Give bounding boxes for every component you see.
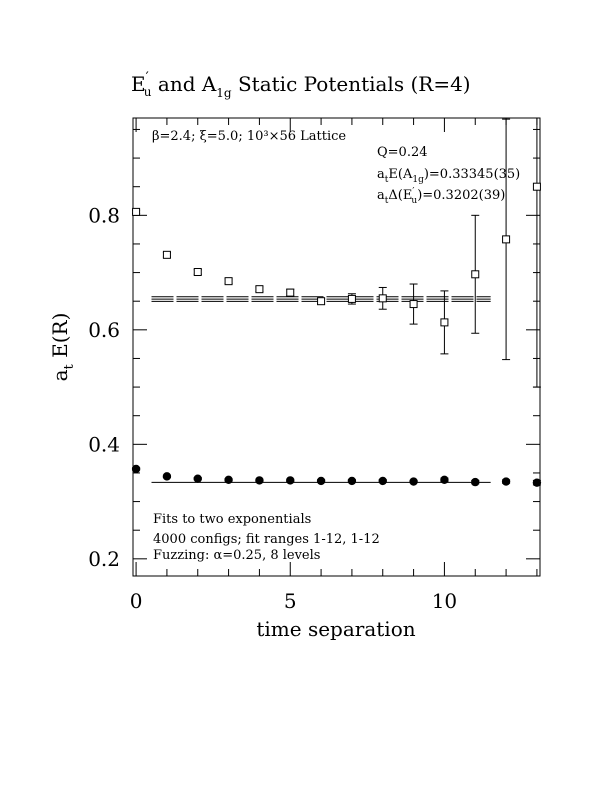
data-point-a1g — [224, 475, 233, 485]
y-label-rest: E(R) — [48, 313, 72, 365]
y-label-sub: t — [62, 363, 77, 369]
fit-eu-a: a — [377, 188, 385, 203]
data-point-eu — [224, 277, 233, 286]
fit-eu-mid-sup: ′ — [412, 187, 414, 197]
data-point-a1g — [286, 476, 295, 485]
y-tick-label: 0.6 — [88, 318, 120, 342]
data-point-a1g — [162, 472, 172, 481]
data-point-eu — [378, 294, 387, 303]
data-point-a1g — [471, 477, 480, 487]
x-tick-label: 0 — [130, 589, 143, 613]
title-eu-sub: u — [144, 85, 152, 99]
fit-eu-a-sub: t — [385, 196, 389, 206]
data-point-eu — [440, 318, 449, 327]
fit-eu-mid: Δ(E — [388, 188, 412, 203]
y-tick-label: 0.8 — [88, 203, 120, 227]
fit-eu-post: )=0.3202(39) — [417, 188, 505, 203]
params-annotation: β=2.4; ξ=5.0; 10³×56 Lattice — [152, 129, 346, 144]
data-point-eu — [132, 207, 141, 216]
x-tick-label: 5 — [284, 589, 297, 613]
data-point-eu — [471, 270, 480, 279]
data-point-eu — [347, 294, 356, 303]
q-annotation: Q=0.24 — [377, 145, 428, 160]
data-point-a1g — [532, 478, 542, 487]
fits-note-line3: Fuzzing: α=0.25, 8 levels — [153, 548, 320, 563]
title-eu-prime: ′ — [146, 70, 149, 86]
data-point-eu — [502, 235, 511, 244]
data-point-eu — [193, 268, 202, 277]
fits-note-line1: Fits to two exponentials — [153, 512, 311, 527]
x-axis-label: time separation — [256, 617, 415, 641]
data-marks — [131, 118, 542, 487]
data-point-eu — [286, 288, 295, 297]
data-point-a1g — [378, 476, 387, 486]
data-point-eu — [317, 297, 326, 306]
fits-note-line2: 4000 configs; fit ranges 1-12, 1-12 — [153, 532, 380, 547]
title-rest: Static Potentials (R=4) — [232, 72, 471, 96]
data-point-a1g — [409, 477, 418, 486]
data-point-eu — [409, 300, 418, 309]
fit-a1g-mid-sub: 1g — [412, 175, 424, 185]
fit-a1g-annotation: atE(A1g)=0.33345(35) — [377, 167, 520, 185]
title-a1g-sub: 1g — [216, 86, 232, 100]
fit-a1g-mid: E(A — [388, 167, 413, 182]
tick-labels: 0 5 10 0.2 0.4 0.6 0.8 — [88, 203, 457, 613]
title-and: and A — [152, 72, 217, 96]
title-eu: E — [131, 72, 146, 96]
fit-a1g-a: a — [377, 167, 385, 182]
data-point-a1g — [501, 477, 511, 486]
data-point-a1g — [440, 475, 449, 485]
data-point-a1g — [131, 464, 141, 474]
data-point-eu — [255, 285, 264, 294]
data-point-a1g — [316, 476, 326, 486]
y-label-a: a — [48, 369, 72, 381]
data-point-a1g — [347, 476, 357, 486]
fit-a1g-a-sub: t — [385, 175, 389, 185]
axis-ticks — [133, 118, 540, 576]
data-point-eu — [532, 182, 541, 191]
fit-a1g-post: )=0.33345(35) — [424, 167, 520, 182]
chart-title: E′ u and A1g Static Potentials (R=4) — [131, 70, 471, 100]
fit-eu-annotation: atΔ(E′ u)=0.3202(39) — [377, 187, 505, 206]
data-point-a1g — [255, 476, 264, 485]
data-point-a1g — [193, 474, 202, 483]
plot-frame — [132, 117, 541, 577]
fit-eu-mid-sub: u — [411, 196, 417, 206]
y-tick-label: 0.2 — [88, 547, 120, 571]
data-point-eu — [162, 250, 171, 259]
y-tick-label: 0.4 — [88, 432, 120, 456]
fit-lines — [151, 296, 491, 483]
x-tick-label: 10 — [432, 589, 457, 613]
y-axis-label: at E(R) — [48, 313, 77, 382]
